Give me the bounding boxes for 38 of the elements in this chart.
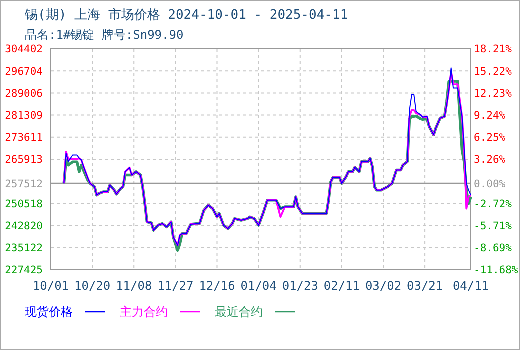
y2-tick-label: -2.72% <box>474 198 513 210</box>
legend-label: 主力合约 <box>120 305 168 319</box>
y-tick-label: 250518 <box>5 198 43 210</box>
y2-tick-label: 12.23% <box>474 88 513 100</box>
y2-tick-label: -11.68% <box>474 264 519 277</box>
y-tick-label: 289006 <box>5 88 43 100</box>
legend-label: 最近合约 <box>215 305 263 319</box>
chart-title: 锡(期) 上海 市场价格 2024-10-01 - 2025-04-11 <box>24 8 348 23</box>
x-tick-label: 03/02 <box>365 279 402 293</box>
y2-tick-label: -5.71% <box>474 220 513 233</box>
x-tick-label: 03/21 <box>407 279 444 293</box>
y-tick-label: 265913 <box>5 154 43 166</box>
x-tick-label: 04/11 <box>452 279 490 293</box>
y-tick-label: 296704 <box>5 66 43 78</box>
y2-tick-label: 15.22% <box>474 66 513 78</box>
y-tick-label: 304402 <box>5 44 43 56</box>
x-tick-label: 01/04 <box>240 279 277 293</box>
y-tick-label: 281309 <box>5 110 43 122</box>
y-tick-label: 242820 <box>5 220 43 232</box>
y2-tick-label: -8.69% <box>474 242 513 255</box>
x-tick-label: 11/27 <box>158 279 194 293</box>
chart-subtitle: 品名:1#锡锭 牌号:Sn99.90 <box>25 28 184 42</box>
x-tick-label: 11/08 <box>116 279 152 293</box>
y-tick-label: 257512 <box>5 178 43 190</box>
y2-tick-label: 6.25% <box>474 132 506 144</box>
y2-tick-label: 0.00% <box>474 178 506 190</box>
y2-tick-label: 18.21% <box>474 44 513 56</box>
x-tick-label: 10/01 <box>32 279 70 293</box>
y-tick-label: 235122 <box>5 242 43 255</box>
y-tick-label: 273611 <box>5 132 43 144</box>
y2-tick-label: 9.24% <box>474 110 506 122</box>
x-tick-label: 10/20 <box>74 279 111 293</box>
y2-tick-label: 3.26% <box>474 154 506 166</box>
legend-label: 现货价格 <box>25 305 73 319</box>
x-tick-label: 01/23 <box>282 279 318 293</box>
x-tick-label: 02/11 <box>324 279 360 293</box>
y-tick-label: 227425 <box>5 264 43 277</box>
x-tick-label: 12/16 <box>199 279 236 293</box>
